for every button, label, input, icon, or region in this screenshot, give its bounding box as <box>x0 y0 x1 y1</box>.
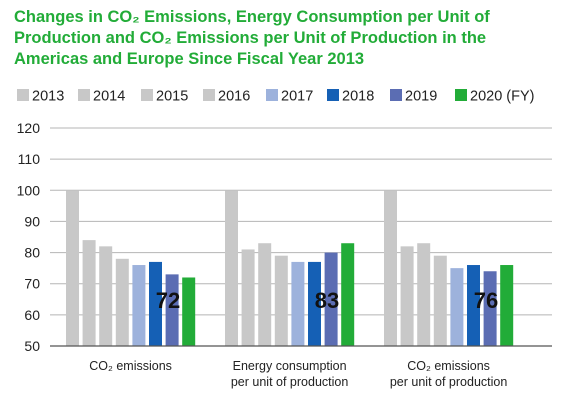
bar <box>99 246 113 346</box>
y-tick-label: 90 <box>24 213 40 229</box>
bar <box>291 261 305 346</box>
bar <box>308 261 321 346</box>
bar <box>149 261 162 346</box>
y-tick-label: 120 <box>17 120 41 136</box>
bar <box>417 243 431 346</box>
legend-swatch <box>390 89 402 101</box>
bar <box>165 274 179 346</box>
category-label: per unit of production <box>390 375 507 389</box>
bar <box>132 265 146 346</box>
legend-label: 2020 (FY) <box>470 89 534 105</box>
bar <box>66 190 79 346</box>
bar <box>450 268 464 346</box>
legend-label: 2018 <box>342 89 374 105</box>
bar <box>115 258 129 346</box>
data-label: 76 <box>474 288 498 313</box>
data-labels: 72 83 76 <box>156 288 498 313</box>
legend-swatch <box>203 89 215 101</box>
bar <box>433 255 447 346</box>
legend: 2013 2014 2015 2016 2017 2018 2019 2020 (FY) <box>17 89 534 105</box>
category-label: per unit of production <box>231 375 348 389</box>
y-tick-label: 80 <box>24 245 40 261</box>
legend-swatch <box>141 89 153 101</box>
chart-title: Changes in CO₂ Emissions, Energy Consump… <box>14 8 490 68</box>
y-tick-label: 60 <box>24 307 40 323</box>
y-tick-label: 50 <box>24 338 40 354</box>
bar <box>384 190 397 346</box>
category-labels: CO₂ emissions Energy consumption per unit … <box>89 359 507 389</box>
legend-label: 2013 <box>32 89 64 105</box>
legend-label: 2019 <box>405 89 437 105</box>
legend-swatch <box>455 89 467 101</box>
y-tick-label: 70 <box>24 276 40 292</box>
bar <box>225 190 238 346</box>
bar <box>258 243 272 346</box>
legend-label: 2014 <box>93 89 125 105</box>
bar <box>241 249 255 346</box>
bar <box>500 265 514 346</box>
legend-swatch <box>327 89 339 101</box>
bar <box>182 277 196 346</box>
y-axis-tick-labels: 120 110 100 90 80 70 60 50 <box>17 120 41 354</box>
legend-label: 2016 <box>218 89 250 105</box>
bar <box>483 271 497 346</box>
bar <box>274 255 288 346</box>
y-tick-label: 110 <box>18 151 41 167</box>
data-label: 72 <box>156 288 180 313</box>
bar <box>82 240 96 346</box>
legend-label: 2017 <box>281 89 313 105</box>
bars <box>50 190 552 347</box>
y-tick-label: 100 <box>17 182 41 198</box>
bar <box>400 246 414 346</box>
legend-label: 2015 <box>156 89 188 105</box>
category-label: CO₂ emissions <box>89 359 172 373</box>
bar <box>341 243 355 346</box>
bar <box>324 252 338 346</box>
legend-swatch <box>17 89 29 101</box>
legend-swatch <box>266 89 278 101</box>
legend-swatch <box>78 89 90 101</box>
category-label: CO₂ emissions <box>407 359 490 373</box>
bar <box>467 265 480 346</box>
category-label: Energy consumption <box>233 359 347 373</box>
data-label: 83 <box>315 288 339 313</box>
